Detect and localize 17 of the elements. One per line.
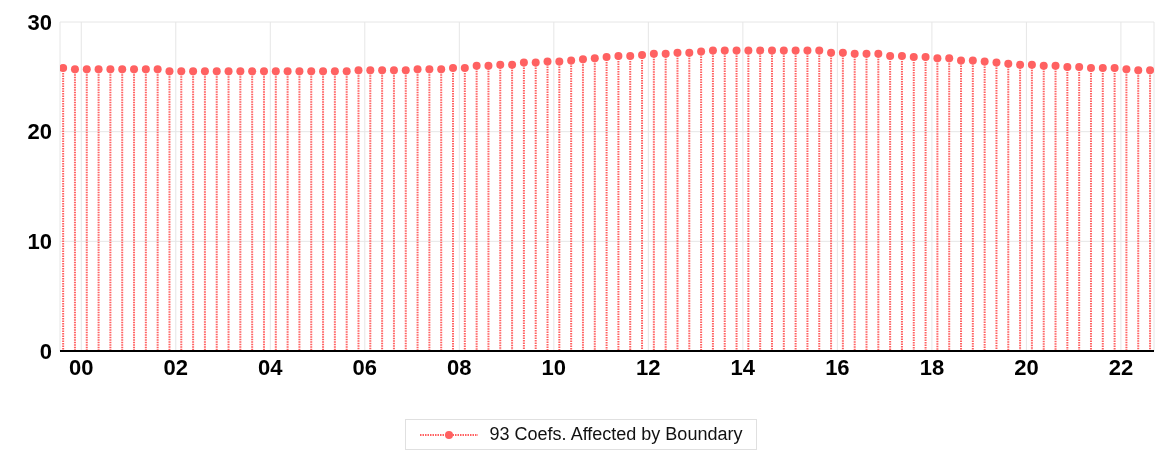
- x-tick-label: 10: [541, 354, 567, 380]
- x-tick-label: 02: [163, 354, 189, 380]
- x-tick-label: 06: [352, 354, 378, 380]
- x-tick-label: 14: [730, 354, 756, 380]
- y-tick-label: 10: [27, 229, 52, 255]
- x-tick-label: 16: [825, 354, 850, 380]
- x-tick-label: 18: [919, 354, 945, 380]
- legend-label: 93 Coefs. Affected by Boundary: [489, 424, 743, 445]
- x-tick-label: 22: [1108, 354, 1134, 380]
- x-tick-label: 04: [258, 354, 284, 380]
- y-tick-label: 30: [27, 9, 52, 35]
- y-tick-label: 20: [27, 119, 52, 145]
- x-tick-label: 08: [447, 354, 472, 380]
- x-tick-label: 20: [1014, 354, 1039, 380]
- x-tick-label: 00: [69, 354, 94, 380]
- y-tick-label: 0: [39, 338, 52, 364]
- x-tick-label: 12: [636, 354, 661, 380]
